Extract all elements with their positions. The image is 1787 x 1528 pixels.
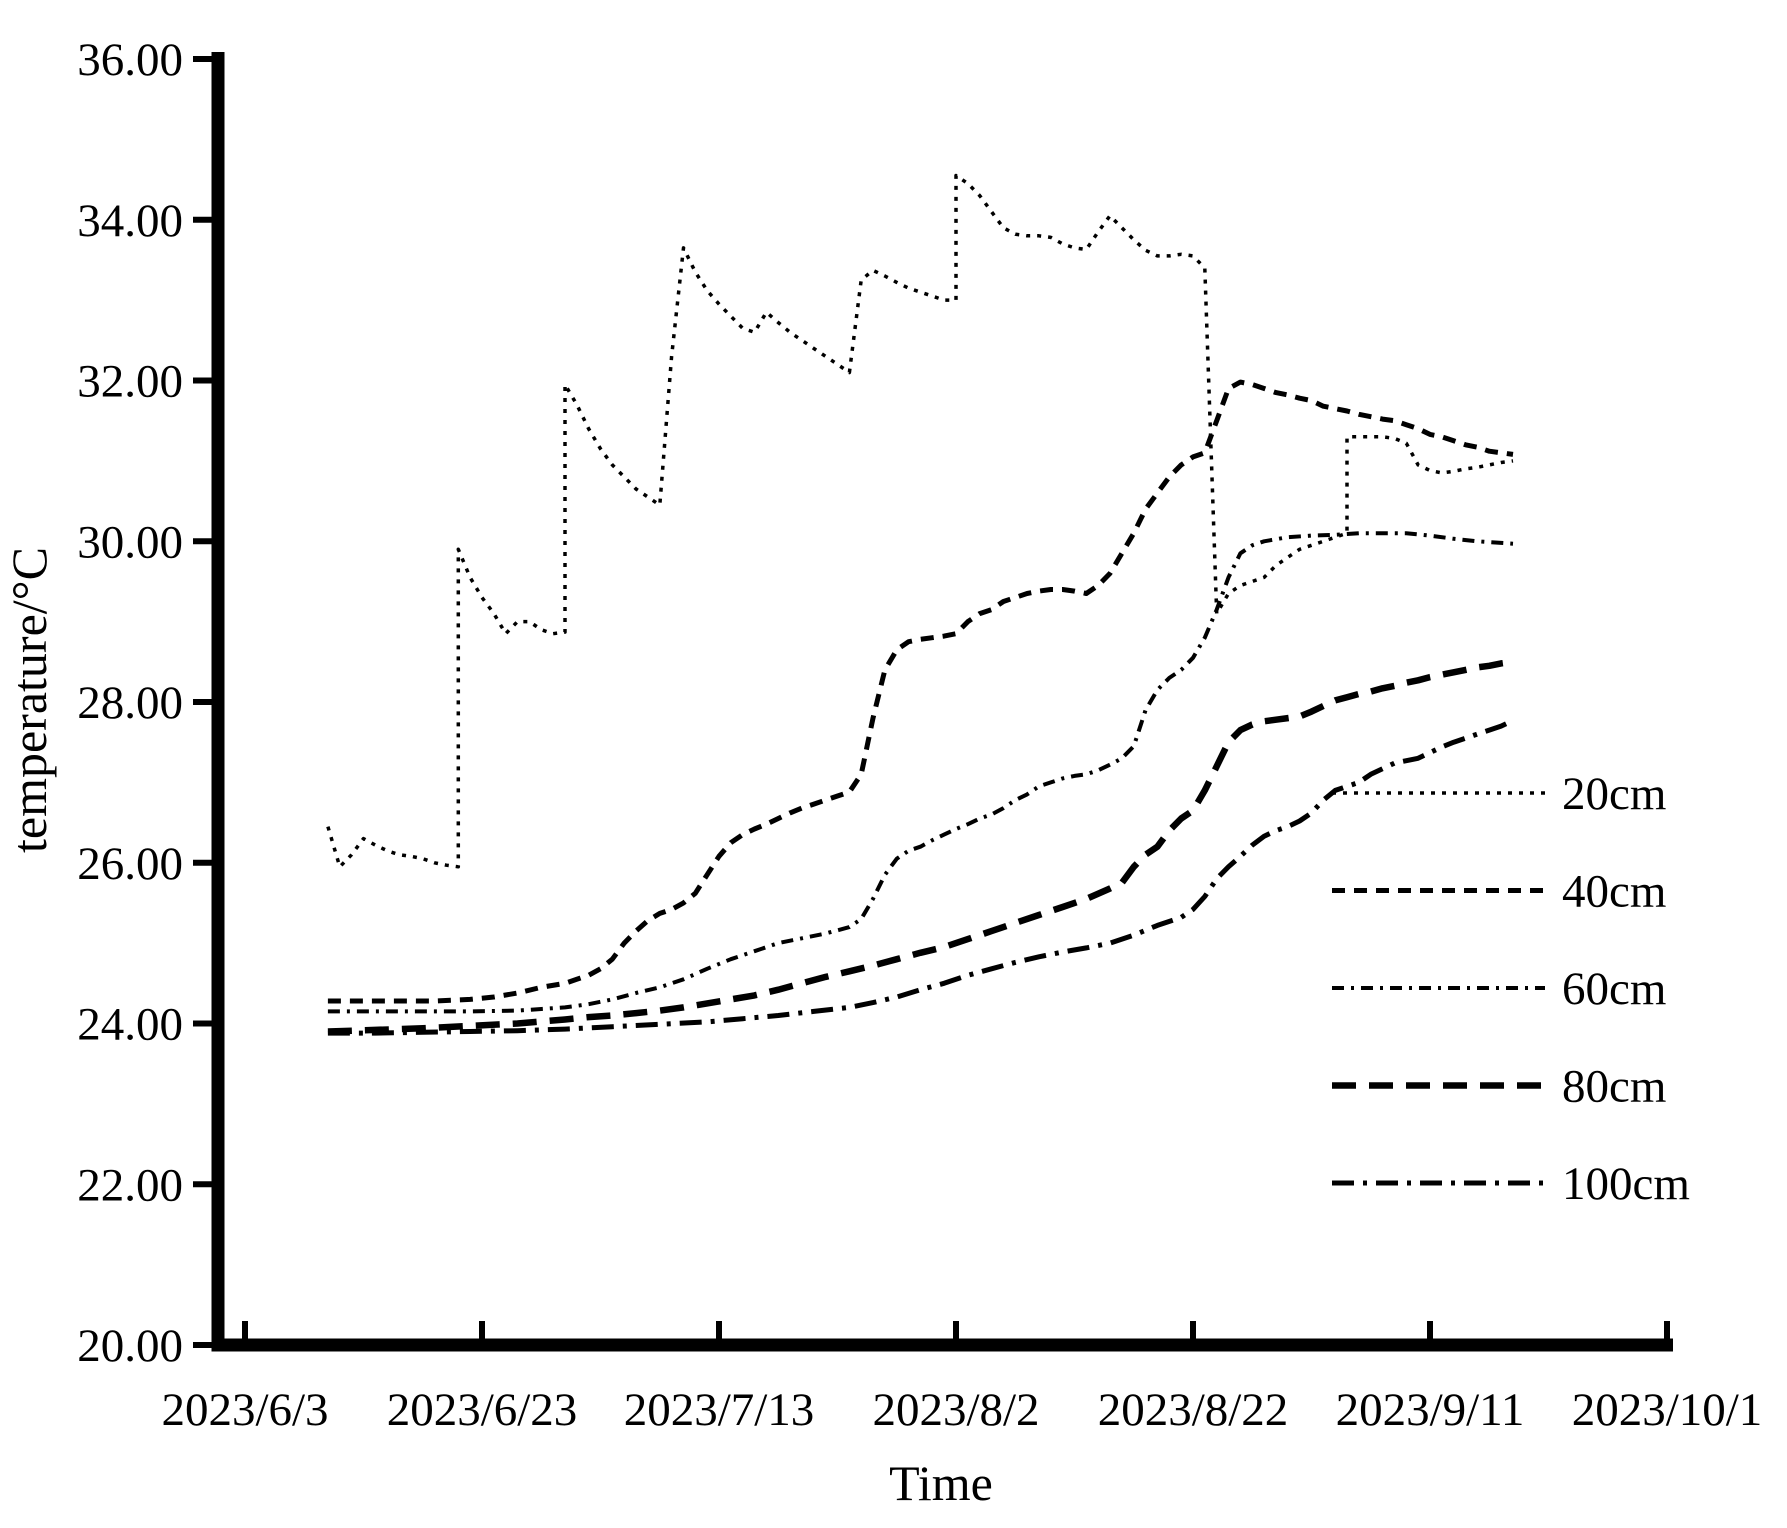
series-line-100cm xyxy=(327,718,1515,1036)
y-tick-label: 22.00 xyxy=(77,1159,183,1211)
y-tick-label: 28.00 xyxy=(77,677,183,729)
legend-item-100cm: 100cm xyxy=(1332,1158,1690,1210)
legend-item-60cm: 60cm xyxy=(1332,963,1666,1015)
x-tick-label: 2023/10/1 xyxy=(1572,1384,1763,1436)
y-axis-title: temperature/°C xyxy=(1,547,57,853)
series-line-40cm xyxy=(327,379,1514,1004)
legend-item-20cm: 20cm xyxy=(1332,768,1666,820)
y-tick-label: 32.00 xyxy=(77,356,183,408)
legend-label-20cm: 20cm xyxy=(1562,768,1666,820)
legend-label-100cm: 100cm xyxy=(1562,1158,1690,1210)
legend-item-80cm: 80cm xyxy=(1332,1061,1666,1113)
x-tick-label: 2023/8/22 xyxy=(1098,1384,1289,1436)
series-lines xyxy=(326,173,1515,1036)
y-tick-label: 26.00 xyxy=(77,838,183,890)
legend-item-40cm: 40cm xyxy=(1332,866,1666,918)
y-tick-label: 24.00 xyxy=(77,999,183,1051)
series-line-80cm xyxy=(327,658,1514,1035)
legend-label-80cm: 80cm xyxy=(1562,1061,1666,1113)
legend-label-60cm: 60cm xyxy=(1562,963,1666,1015)
x-tick-label: 2023/8/2 xyxy=(872,1384,1039,1436)
axis-tick-labels: 20.00 22.00 24.00 26.00 28.00 30.00 32.00 34.00… xyxy=(77,34,1762,1436)
legend-label-40cm: 40cm xyxy=(1562,866,1666,918)
y-tick-label: 36.00 xyxy=(77,34,183,86)
series-line-20cm xyxy=(326,173,1514,869)
series-line-60cm xyxy=(327,531,1514,1014)
x-tick-label: 2023/6/23 xyxy=(387,1384,578,1436)
axis-ticks xyxy=(193,56,1670,1348)
legend: 20cm 40cm 60cm 80cm 100cm xyxy=(1332,768,1690,1210)
x-tick-label: 2023/6/3 xyxy=(161,1384,328,1436)
x-tick-label: 2023/7/13 xyxy=(624,1384,815,1436)
y-tick-label: 30.00 xyxy=(77,516,183,568)
y-tick-label: 34.00 xyxy=(77,195,183,247)
x-tick-label: 2023/9/11 xyxy=(1336,1384,1525,1436)
y-tick-label: 20.00 xyxy=(77,1320,183,1372)
x-axis-title: Time xyxy=(889,1455,993,1511)
axes xyxy=(211,52,1673,1352)
